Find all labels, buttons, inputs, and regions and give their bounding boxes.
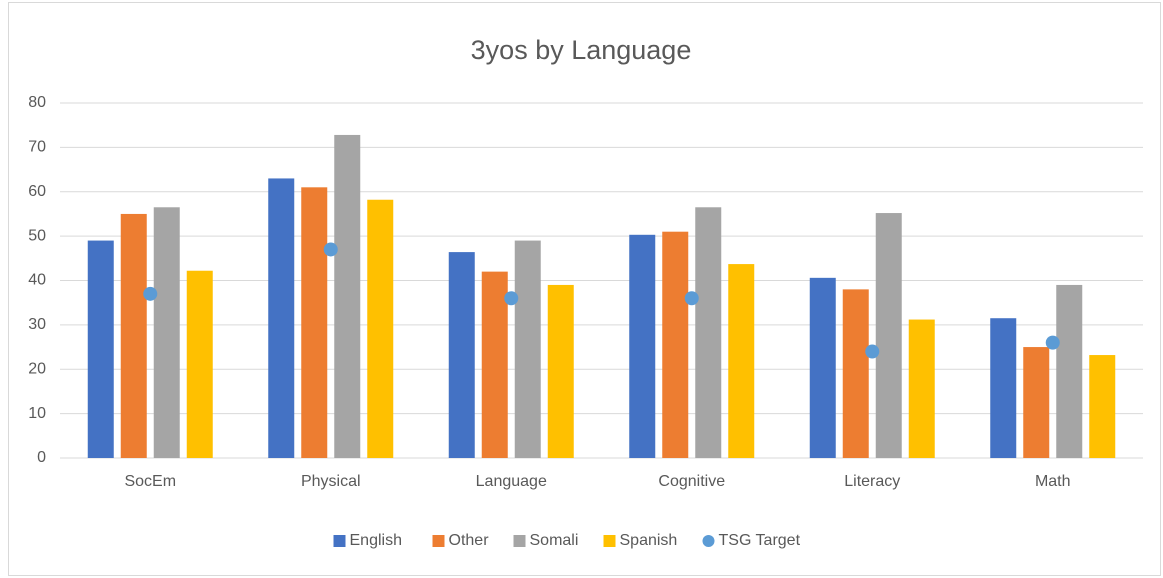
legend-label: Somali <box>530 532 579 549</box>
target-point <box>143 286 158 301</box>
legend-swatch <box>513 535 526 547</box>
bar <box>629 234 656 458</box>
y-tick-label: 20 <box>28 360 46 377</box>
y-tick-label: 10 <box>28 405 46 422</box>
legend-swatch <box>333 535 346 547</box>
target-point <box>323 242 338 257</box>
x-tick-label: Math <box>1035 473 1071 490</box>
x-tick-label: Language <box>476 473 547 490</box>
bar <box>87 240 114 458</box>
y-tick-label: 50 <box>28 227 46 244</box>
y-tick-label: 60 <box>28 183 46 200</box>
bar <box>481 271 508 458</box>
legend-label: Other <box>449 532 490 549</box>
bar <box>662 231 689 458</box>
bar <box>186 270 213 458</box>
bar <box>120 213 147 458</box>
bar <box>334 134 361 458</box>
legend-label: English <box>350 532 402 549</box>
target-point <box>504 291 519 306</box>
bar <box>728 264 755 458</box>
bar <box>842 289 869 458</box>
legend-swatch <box>603 535 616 547</box>
bar <box>547 284 574 458</box>
bar <box>367 199 394 459</box>
bar <box>301 187 328 458</box>
chart-border <box>8 2 1161 576</box>
y-tick-label: 30 <box>28 316 46 333</box>
bar <box>153 207 180 458</box>
x-tick-label: SocEm <box>124 473 176 490</box>
bar <box>908 319 935 458</box>
legend-marker <box>702 535 715 547</box>
bar <box>809 277 836 458</box>
legend-label: Spanish <box>620 532 678 549</box>
chart-title: 3yos by Language <box>471 35 692 65</box>
x-tick-label: Cognitive <box>658 473 725 490</box>
bar <box>1023 347 1050 458</box>
y-tick-label: 70 <box>28 139 46 156</box>
bar <box>875 213 902 458</box>
target-point <box>684 291 699 306</box>
bar <box>695 207 722 458</box>
y-tick-label: 40 <box>28 272 46 289</box>
bar <box>990 318 1017 458</box>
bar <box>1056 284 1083 458</box>
y-tick-label: 80 <box>28 94 46 111</box>
legend-swatch <box>432 535 445 547</box>
bar <box>1089 355 1116 458</box>
bar <box>514 240 541 458</box>
y-tick-label: 0 <box>37 449 46 466</box>
x-tick-label: Physical <box>301 473 361 490</box>
bar <box>448 252 475 458</box>
legend-label: TSG Target <box>719 532 801 549</box>
target-point <box>865 344 880 359</box>
x-tick-label: Literacy <box>844 473 900 490</box>
bar <box>268 178 295 458</box>
target-point <box>1045 335 1060 350</box>
